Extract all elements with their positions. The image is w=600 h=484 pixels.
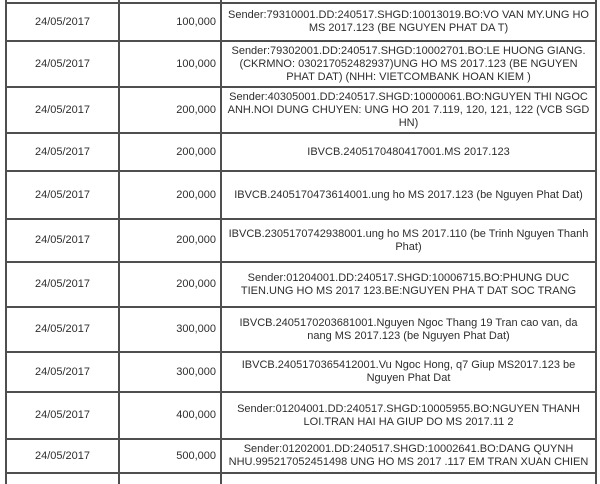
description-cell — [220, 0, 597, 4]
cropped-row-top — [5, 0, 597, 4]
description-cell: IBVCB.2305170742938001.ung ho MS 2017.11… — [220, 218, 597, 263]
date-cell: 24/05/2017 — [5, 438, 120, 474]
description-cell: Sender:40305001.DD:240517.SHGD:10000061.… — [220, 86, 597, 134]
amount-cell: 500,000 — [118, 438, 222, 474]
table-row: 24/05/2017 100,000 Sender:79310001.DD:24… — [5, 2, 597, 42]
date-cell: 24/05/2017 — [5, 132, 120, 172]
date-cell — [5, 0, 120, 4]
description-cell: Sender:01202001.DD:240517.SHGD:10002641.… — [220, 438, 597, 474]
table-row: 24/05/2017 200,000 Sender:01204001.DD:24… — [5, 261, 597, 308]
amount-cell: 200,000 — [118, 218, 222, 263]
amount-cell: 100,000 — [118, 40, 222, 88]
table-row: 24/05/2017 200,000 IBVCB.230517074293800… — [5, 218, 597, 263]
table-row: 24/05/2017 300,000 IBVCB.240517020368100… — [5, 306, 597, 353]
date-cell: 24/05/2017 — [5, 40, 120, 88]
description-cell: IBVCB.2405170480417001.MS 2017.123 — [220, 132, 597, 172]
amount-cell — [118, 0, 222, 4]
date-cell: 24/05/2017 — [5, 218, 120, 263]
date-cell: 24/05/2017 — [5, 261, 120, 308]
date-cell — [5, 472, 120, 484]
date-cell: 24/05/2017 — [5, 391, 120, 440]
description-cell: Sender:79302001.DD:240517.SHGD:10002701.… — [220, 40, 597, 88]
table-row: 24/05/2017 100,000 Sender:79302001.DD:24… — [5, 40, 597, 88]
transactions-table: 24/05/2017 100,000 Sender:79310001.DD:24… — [5, 0, 597, 484]
table-row: 24/05/2017 200,000 IBVCB.240517047361400… — [5, 170, 597, 220]
date-cell: 24/05/2017 — [5, 306, 120, 353]
table-row: 24/05/2017 400,000 Sender:01204001.DD:24… — [5, 391, 597, 440]
table-row: 24/05/2017 200,000 Sender:40305001.DD:24… — [5, 86, 597, 134]
amount-cell: 300,000 — [118, 351, 222, 393]
amount-cell: 300,000 — [118, 306, 222, 353]
date-cell: 24/05/2017 — [5, 170, 120, 220]
description-cell: Sender:01204001.DD:240517.SHGD:10006715.… — [220, 261, 597, 308]
description-cell: Sender:01204001.DD:240517.SHGD:10005955.… — [220, 391, 597, 440]
amount-cell: 200,000 — [118, 132, 222, 172]
amount-cell: 200,000 — [118, 86, 222, 134]
amount-cell: 100,000 — [118, 2, 222, 42]
amount-cell: 200,000 — [118, 170, 222, 220]
amount-cell: 200,000 — [118, 261, 222, 308]
description-cell: IBVCB.2405170473614001.ung ho MS 2017.12… — [220, 170, 597, 220]
description-cell: IBVCB.2405170203681001.Nguyen Ngoc Thang… — [220, 306, 597, 353]
table-row: 24/05/2017 200,000 IBVCB.240517048041700… — [5, 132, 597, 172]
transactions-table-body: 24/05/2017 100,000 Sender:79310001.DD:24… — [5, 0, 597, 484]
date-cell: 24/05/2017 — [5, 86, 120, 134]
table-row: 24/05/2017 300,000 IBVCB.240517036541200… — [5, 351, 597, 393]
description-cell — [220, 472, 597, 484]
amount-cell: 400,000 — [118, 391, 222, 440]
date-cell: 24/05/2017 — [5, 2, 120, 42]
cropped-row-bottom — [5, 472, 597, 484]
amount-cell — [118, 472, 222, 484]
description-cell: IBVCB.2405170365412001.Vu Ngoc Hong, q7 … — [220, 351, 597, 393]
description-cell: Sender:79310001.DD:240517.SHGD:10013019.… — [220, 2, 597, 42]
date-cell: 24/05/2017 — [5, 351, 120, 393]
table-row: 24/05/2017 500,000 Sender:01202001.DD:24… — [5, 438, 597, 474]
